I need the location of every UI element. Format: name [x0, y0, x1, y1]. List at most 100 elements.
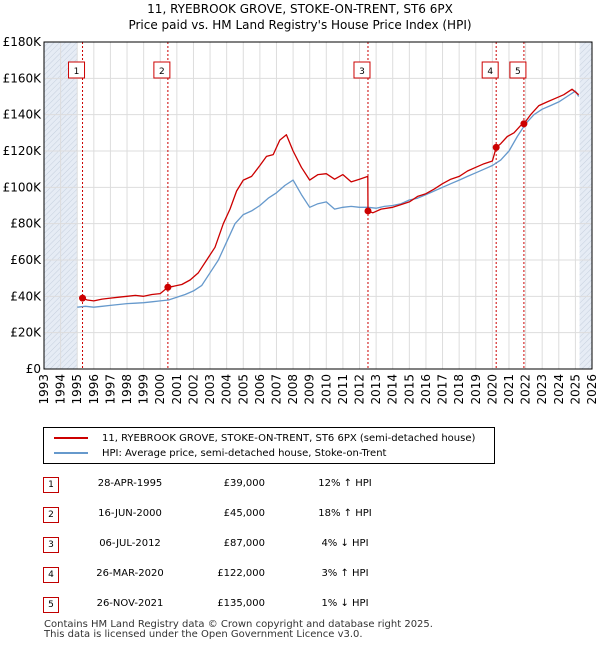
sale-price: £135,000: [175, 598, 265, 609]
y-tick-label: £160K: [3, 71, 43, 85]
sale-hpi-relation: 4% ↓ HPI: [285, 538, 405, 549]
sale-hpi-relation: 1% ↓ HPI: [285, 598, 405, 609]
sale-lines: [83, 42, 524, 369]
x-tick-label: 2001: [170, 374, 184, 405]
sale-box-label: 1: [74, 67, 80, 77]
sale-date: 26-MAR-2020: [75, 568, 185, 579]
sale-markers: [79, 120, 527, 301]
sale-marker-4: [493, 144, 500, 151]
x-tick-label: 2018: [452, 374, 466, 405]
sale-hpi-relation: 3% ↑ HPI: [285, 568, 405, 579]
x-tick-label: 2024: [552, 374, 566, 405]
table-row: 3 06-JUL-2012 £87,000 4% ↓ HPI: [0, 530, 600, 560]
x-tick-label: 2004: [220, 374, 234, 405]
x-tick-label: 2007: [269, 374, 283, 405]
x-tick-label: 2022: [519, 374, 533, 405]
x-tick-label: 2014: [386, 374, 400, 405]
plot-frame: [44, 42, 592, 369]
x-tick-label: 1993: [37, 374, 51, 405]
x-tick-label: 2021: [502, 374, 516, 405]
sale-labels: 1 2 3 4 5: [69, 62, 526, 78]
table-row: 4 26-MAR-2020 £122,000 3% ↑ HPI: [0, 560, 600, 590]
shaded-region: [580, 42, 592, 369]
x-tick-label: 2012: [353, 374, 367, 405]
shaded-regions: [44, 42, 592, 369]
y-tick-label: £60K: [10, 253, 42, 267]
x-tick-label: 1996: [87, 374, 101, 405]
sale-date: 26-NOV-2021: [75, 598, 185, 609]
x-tick-label: 2008: [286, 374, 300, 405]
legend: 11, RYEBROOK GROVE, STOKE-ON-TRENT, ST6 …: [43, 427, 495, 464]
sale-marker-3: [364, 207, 371, 214]
sale-box-4: 4: [482, 62, 498, 78]
y-tick-label: £120K: [3, 144, 43, 158]
table-row: 1 28-APR-1995 £39,000 12% ↑ HPI: [0, 470, 600, 500]
y-tick-label: £100K: [3, 180, 43, 194]
legend-label-hpi: HPI: Average price, semi-detached house,…: [102, 448, 386, 459]
sale-box-label: 3: [359, 67, 365, 77]
x-tick-label: 2023: [535, 374, 549, 405]
table-row: 2 16-JUN-2000 £45,000 18% ↑ HPI: [0, 500, 600, 530]
sale-box-label: 5: [515, 67, 521, 77]
sale-price: £39,000: [175, 478, 265, 489]
y-tick-label: £40K: [10, 289, 42, 303]
y-tick-label: £180K: [3, 35, 43, 49]
sale-marker-2: [164, 284, 171, 291]
series: [77, 89, 579, 307]
sale-number: 5: [43, 597, 59, 613]
x-tick-label: 2011: [336, 374, 350, 405]
sale-number: 3: [43, 537, 59, 553]
sale-number: 1: [43, 477, 59, 493]
sale-price: £122,000: [175, 568, 265, 579]
sale-date: 28-APR-1995: [75, 478, 185, 489]
x-tick-label: 2016: [419, 374, 433, 405]
x-tick-label: 2003: [203, 374, 217, 405]
x-tick-label: 1994: [54, 374, 68, 405]
sale-box-5: 5: [510, 62, 526, 78]
x-tick-label: 2019: [469, 374, 483, 405]
legend-label-property: 11, RYEBROOK GROVE, STOKE-ON-TRENT, ST6 …: [102, 433, 475, 444]
grid: [44, 42, 592, 369]
sale-number: 2: [43, 507, 59, 523]
sale-marker-5: [520, 120, 527, 127]
y-tick-label: £80K: [10, 217, 42, 231]
sale-box-1: 1: [69, 62, 85, 78]
y-tick-label: £20K: [10, 326, 42, 340]
legend-item-hpi: HPI: Average price, semi-detached house,…: [54, 446, 386, 460]
sale-price: £45,000: [175, 508, 265, 519]
footer-license: This data is licensed under the Open Gov…: [44, 630, 433, 640]
x-tick-label: 2025: [568, 374, 582, 405]
legend-swatch-hpi: [54, 452, 88, 454]
sale-box-label: 2: [159, 67, 165, 77]
sale-hpi-relation: 12% ↑ HPI: [285, 478, 405, 489]
x-tick-label: 2015: [402, 374, 416, 405]
sale-marker-1: [79, 295, 86, 302]
legend-swatch-property: [54, 437, 88, 439]
y-tick-label: £0: [26, 362, 41, 376]
x-tick-label: 2006: [253, 374, 267, 405]
x-tick-label: 2009: [303, 374, 317, 405]
property-price-line: [83, 89, 579, 301]
x-tick-label: 2013: [369, 374, 383, 405]
x-tick-label: 1997: [103, 374, 117, 405]
sale-price: £87,000: [175, 538, 265, 549]
x-tick-label: 2010: [319, 374, 333, 405]
sale-hpi-relation: 18% ↑ HPI: [285, 508, 405, 519]
x-tick-label: 2017: [436, 374, 450, 405]
x-tick-label: 2005: [236, 374, 250, 405]
sale-box-label: 4: [487, 67, 493, 77]
x-tick-label: 1999: [137, 374, 151, 405]
footer: Contains HM Land Registry data © Crown c…: [44, 620, 433, 640]
x-tick-label: 2000: [153, 374, 167, 405]
x-tick-label: 2026: [585, 374, 599, 405]
x-tick-label: 1995: [70, 374, 84, 405]
table-row: 5 26-NOV-2021 £135,000 1% ↓ HPI: [0, 590, 600, 620]
sale-date: 06-JUL-2012: [75, 538, 185, 549]
x-tick-label: 2020: [485, 374, 499, 405]
sale-number: 4: [43, 567, 59, 583]
sale-box-3: 3: [354, 62, 370, 78]
axes: £0 £20K £40K £60K £80K £100K £120K £140K £160K £1…: [3, 35, 599, 405]
x-tick-label: 1998: [120, 374, 134, 405]
hpi-line: [77, 91, 579, 307]
